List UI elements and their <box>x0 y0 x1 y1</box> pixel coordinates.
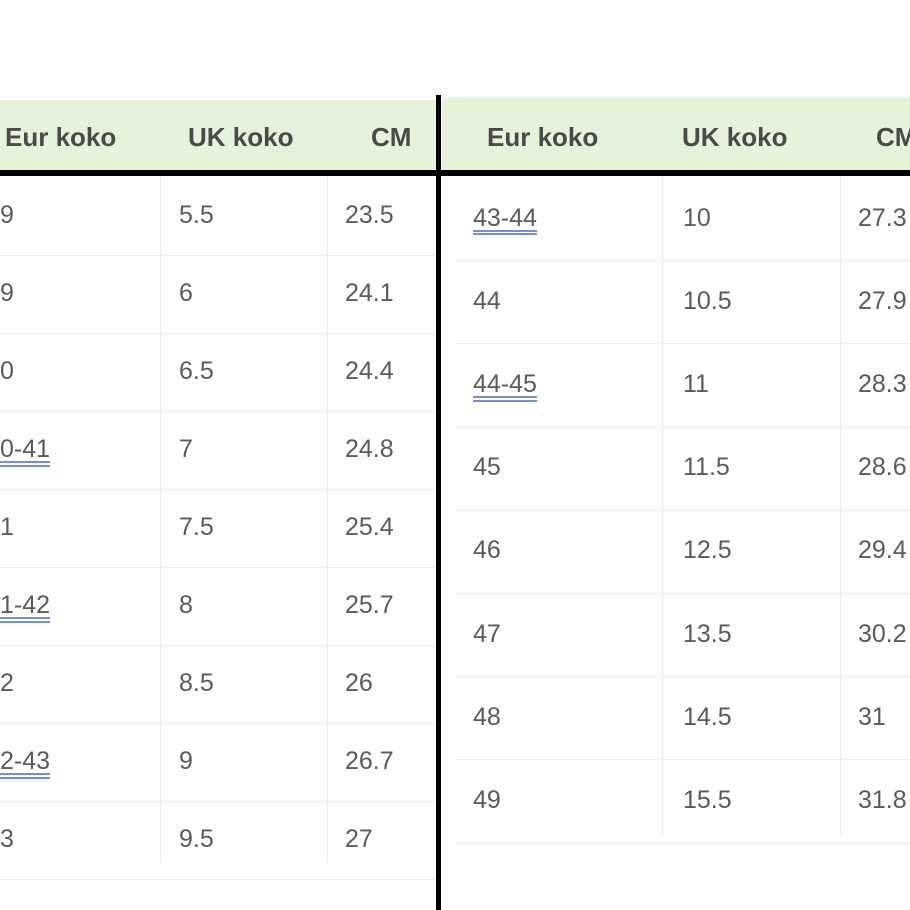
table-cell: 9 <box>0 279 14 307</box>
table-cell: 15.5 <box>683 786 732 814</box>
row-divider <box>456 343 910 345</box>
table-cell: 27.3 <box>858 203 907 232</box>
table-cell: 49 <box>473 786 501 814</box>
table-cell: 24.1 <box>345 279 394 307</box>
table-cell: 6 <box>179 279 193 307</box>
table-cell: 8.5 <box>179 669 214 697</box>
table-cell: 25.7 <box>345 591 394 619</box>
header-rule <box>0 170 910 176</box>
table-cell: 9.5 <box>179 825 214 853</box>
table-cell: 8 <box>179 591 193 619</box>
column-divider <box>662 176 663 836</box>
table-cell: 10.5 <box>683 286 732 315</box>
row-divider <box>0 723 437 724</box>
row-divider <box>0 411 437 412</box>
column-divider <box>160 176 161 862</box>
table-cell: 46 <box>473 536 501 565</box>
table-cell: 9 <box>0 201 14 229</box>
table-cell: 14.5 <box>683 702 732 731</box>
table-cell: 44 <box>473 286 501 315</box>
table-cell: 13.5 <box>683 619 732 648</box>
row-divider <box>456 676 910 678</box>
table-cell: 2 <box>0 669 14 697</box>
table-cell: 7 <box>179 435 193 463</box>
table-cell: 23.5 <box>345 201 394 229</box>
row-divider <box>0 879 437 880</box>
table-cell: 10 <box>683 203 711 232</box>
table-cell: 5.5 <box>179 201 214 229</box>
table-cell: 9 <box>179 747 193 775</box>
row-divider <box>0 255 437 256</box>
table-cell: 28.6 <box>858 453 907 482</box>
row-divider <box>456 593 910 594</box>
row-divider <box>0 489 437 490</box>
table-cell: 29.4 <box>858 536 907 565</box>
column-divider <box>840 176 841 836</box>
column-header: UK koko <box>188 122 294 152</box>
table-cell: 25.4 <box>345 513 394 541</box>
row-divider <box>0 645 437 646</box>
size-link: 44-45 <box>473 370 537 398</box>
size-link: 1-42 <box>0 591 51 619</box>
table-cell: 6.5 <box>179 357 214 385</box>
row-divider <box>456 260 910 262</box>
table-cell: 27.9 <box>858 286 907 315</box>
row-divider <box>456 426 910 428</box>
table-cell: 30.2 <box>858 619 907 648</box>
table-header-bg <box>442 97 910 172</box>
table-cell: 26 <box>345 669 373 697</box>
row-divider <box>0 567 437 568</box>
table-cell: 28.3 <box>858 370 907 398</box>
column-header: Eur koko <box>5 122 117 152</box>
table-cell: 3 <box>0 825 14 853</box>
table-cell: 24.4 <box>345 357 394 385</box>
table-cell: 47 <box>473 619 501 648</box>
table-cell: 12.5 <box>683 536 732 565</box>
table-header-bg <box>0 100 437 172</box>
column-header: Eur koko <box>487 122 599 152</box>
row-divider <box>456 759 910 761</box>
row-divider <box>0 801 437 802</box>
column-header: UK koko <box>682 122 788 152</box>
row-divider <box>456 842 910 844</box>
table-separator <box>436 95 441 910</box>
row-divider <box>456 509 910 511</box>
size-link: 0-41 <box>0 435 51 463</box>
table-cell: 48 <box>473 702 501 731</box>
column-header: CM <box>876 122 910 152</box>
size-link: 43-44 <box>473 203 537 232</box>
size-link: 2-43 <box>0 747 51 775</box>
table-cell: 11.5 <box>683 453 730 482</box>
table-cell: 31 <box>858 702 886 731</box>
table-cell: 24.8 <box>345 435 394 463</box>
table-cell: 27 <box>345 825 373 853</box>
table-cell: 31.8 <box>858 786 907 814</box>
table-cell: 45 <box>473 453 501 482</box>
table-cell: 11 <box>683 370 709 398</box>
table-cell: 0 <box>0 357 14 385</box>
column-divider <box>327 176 328 862</box>
row-divider <box>0 333 437 334</box>
table-cell: 7.5 <box>179 513 214 541</box>
column-header: CM <box>371 122 412 152</box>
table-cell: 26.7 <box>345 747 394 775</box>
table-cell: 1 <box>0 513 14 541</box>
